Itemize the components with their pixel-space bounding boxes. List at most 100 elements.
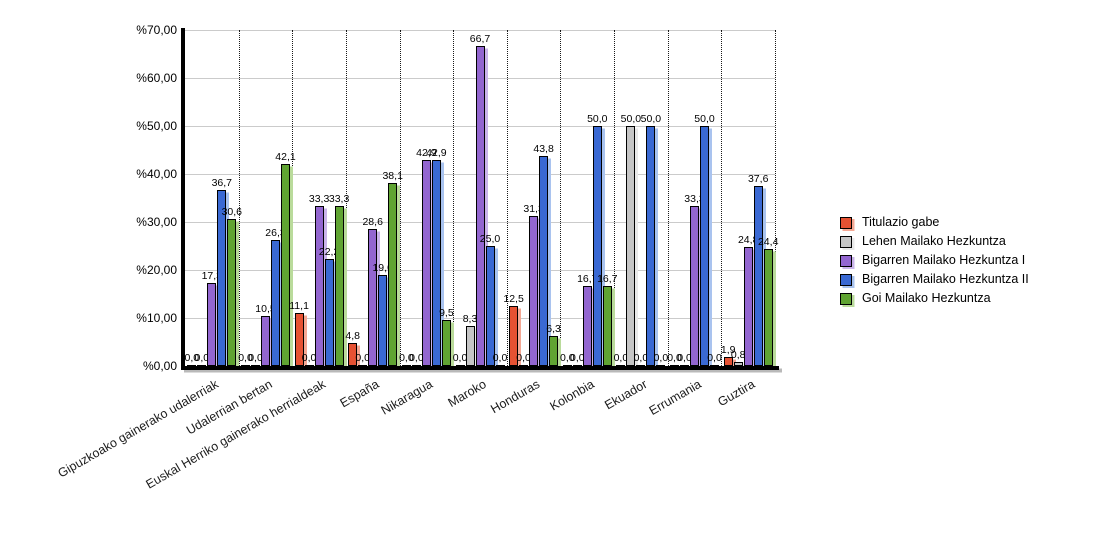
bar bbox=[314, 206, 324, 366]
bar bbox=[485, 246, 495, 366]
bar-value-label: 0,0 bbox=[399, 351, 414, 364]
category-label: España bbox=[337, 377, 382, 411]
gridline bbox=[185, 30, 775, 31]
legend: Titulazio gabe Lehen Mailako Hezkuntza Big… bbox=[840, 216, 1029, 305]
y-axis-tick-label: %50,00 bbox=[136, 118, 177, 133]
y-axis-tick-label: %30,00 bbox=[136, 214, 177, 229]
category-separator bbox=[721, 30, 723, 366]
bar bbox=[281, 163, 290, 366]
y-axis-tick-label: %70,00 bbox=[136, 22, 177, 37]
bar-value-label: 24,4 bbox=[757, 235, 779, 248]
category-separator bbox=[345, 30, 347, 366]
bar-value-label: 16,7 bbox=[577, 272, 598, 285]
bar-value-label: 11,1 bbox=[289, 299, 309, 312]
category-separator bbox=[614, 30, 616, 366]
y-axis-tick-label: %40,00 bbox=[136, 166, 177, 181]
bar bbox=[626, 126, 636, 366]
bar bbox=[529, 215, 539, 366]
legend-item: Titulazio gabe bbox=[840, 216, 1029, 229]
y-axis-tick-label: %20,00 bbox=[136, 262, 177, 277]
bar bbox=[700, 126, 709, 366]
legend-swatch bbox=[840, 273, 852, 286]
bar-value-label: 12,5 bbox=[503, 293, 524, 305]
bar bbox=[271, 239, 280, 366]
legend-label: Titulazio gabe bbox=[862, 215, 940, 229]
category-separator bbox=[667, 30, 669, 366]
legend-item: Bigarren Mailako Hezkuntza I bbox=[840, 254, 1029, 267]
bar-value-label: 33,3 bbox=[328, 193, 350, 206]
bar-value-label: 66,7 bbox=[469, 32, 491, 45]
bar-value-label: 17,3 bbox=[201, 270, 223, 282]
bar bbox=[261, 315, 270, 366]
bar-value-label: 0,0 bbox=[184, 351, 200, 364]
legend-swatch bbox=[840, 292, 852, 305]
bar-value-label: 50,0 bbox=[620, 113, 642, 125]
bar-value-label: 16,7 bbox=[597, 272, 618, 285]
bar-value-label: 33,3 bbox=[308, 193, 330, 206]
bar bbox=[690, 206, 699, 366]
category-separator bbox=[399, 30, 401, 366]
category-label: Guztira bbox=[715, 377, 758, 410]
bar bbox=[227, 219, 237, 366]
bar-value-label: 43,8 bbox=[533, 142, 554, 155]
bar-value-label: 0,0 bbox=[248, 351, 263, 364]
bar bbox=[324, 259, 334, 366]
legend-swatch bbox=[840, 216, 852, 229]
bar bbox=[348, 343, 358, 366]
legend-label: Lehen Mailako Hezkuntza bbox=[862, 234, 1006, 248]
bar bbox=[582, 285, 592, 366]
bar bbox=[723, 356, 733, 366]
bar-value-label: 42,9 bbox=[416, 147, 437, 160]
bar-value-label: 0,0 bbox=[559, 351, 575, 364]
bar bbox=[592, 126, 602, 366]
bar-value-label: 0,8 bbox=[730, 349, 746, 362]
bar bbox=[549, 335, 559, 366]
bar-value-label: 33,3 bbox=[684, 193, 705, 206]
bar bbox=[733, 362, 743, 366]
bar-value-label: 50,0 bbox=[694, 113, 715, 125]
bar-value-label: 0,0 bbox=[667, 351, 682, 364]
category-separator bbox=[238, 30, 240, 366]
bar-value-label: 38,1 bbox=[382, 170, 403, 183]
bar-value-label: 0,0 bbox=[569, 351, 585, 364]
category-separator bbox=[453, 30, 455, 366]
category-label: Honduras bbox=[488, 377, 543, 417]
bar-value-label: 28,6 bbox=[362, 215, 383, 228]
bar bbox=[421, 160, 431, 366]
category-separator bbox=[560, 30, 562, 366]
bar bbox=[646, 126, 656, 366]
bar-value-label: 25,0 bbox=[479, 233, 501, 245]
category-separator bbox=[292, 30, 294, 366]
bar-value-label: 0,0 bbox=[516, 351, 531, 364]
bar bbox=[441, 320, 451, 366]
legend-label: Bigarren Mailako Hezkuntza I bbox=[862, 253, 1026, 267]
bar bbox=[602, 285, 612, 366]
bar bbox=[763, 248, 773, 366]
category-separator bbox=[775, 30, 776, 366]
legend-item: Bigarren Mailako Hezkuntza II bbox=[840, 273, 1029, 286]
bar-value-label: 0,0 bbox=[653, 351, 669, 364]
bar bbox=[368, 228, 378, 366]
bar-value-label: 4,8 bbox=[345, 330, 360, 342]
bar bbox=[465, 326, 475, 366]
bar bbox=[431, 160, 441, 366]
legend-swatch bbox=[840, 254, 852, 267]
bar-value-label: 0,0 bbox=[677, 351, 692, 364]
y-axis-line bbox=[181, 28, 185, 370]
bar-value-label: 26,3 bbox=[265, 226, 286, 239]
bar-value-label: 31,3 bbox=[523, 202, 544, 215]
category-label: Nikaragua bbox=[379, 377, 436, 418]
bar-value-label: 24,8 bbox=[737, 234, 759, 246]
legend-label: Bigarren Mailako Hezkuntza II bbox=[862, 272, 1029, 286]
legend-label: Goi Mailako Hezkuntza bbox=[862, 291, 991, 305]
y-axis-tick-label: %60,00 bbox=[136, 70, 177, 85]
bar-value-label: 22,2 bbox=[318, 246, 340, 259]
bar bbox=[509, 306, 519, 366]
bar bbox=[753, 185, 763, 366]
legend-item: Lehen Mailako Hezkuntza bbox=[840, 235, 1029, 248]
y-axis-tick-label: %10,00 bbox=[136, 310, 177, 325]
category-label: Maroko bbox=[445, 377, 489, 410]
bar-value-label: 0,0 bbox=[409, 351, 424, 364]
bar-value-label: 36,7 bbox=[211, 176, 233, 189]
